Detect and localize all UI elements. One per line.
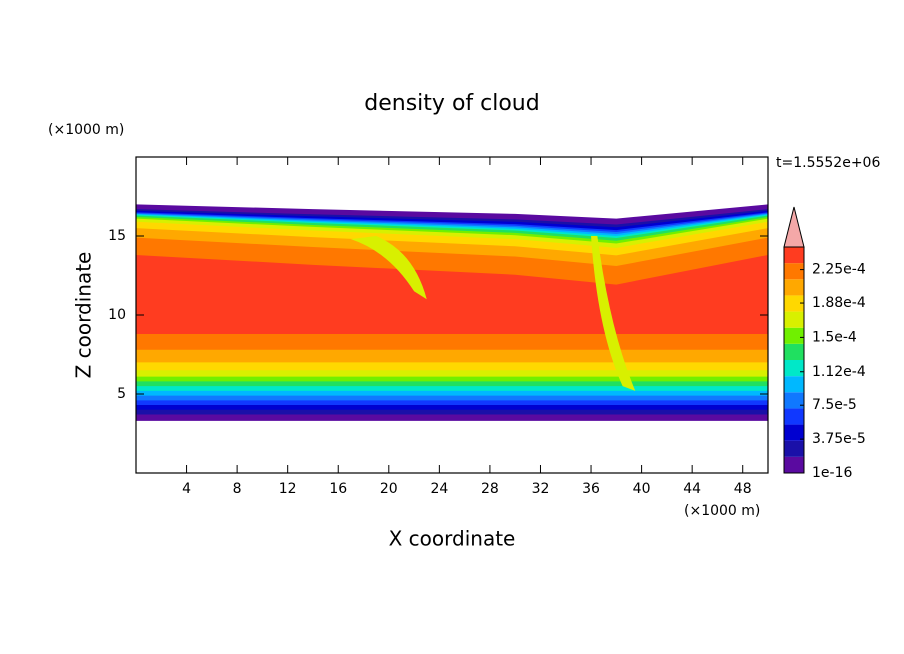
colorbar-tick-label: 1.12e-4 xyxy=(812,364,866,380)
time-label: t=1.5552e+06 xyxy=(776,155,880,171)
x-tick-label: 40 xyxy=(633,481,651,497)
x-unit: (×1000 m) xyxy=(684,503,760,519)
colorbar-swatch xyxy=(784,376,804,393)
plume xyxy=(350,236,427,300)
x-tick-label: 16 xyxy=(329,481,347,497)
y-tick-label: 5 xyxy=(117,386,126,402)
colorbar-tick-label: 1.5e-4 xyxy=(812,329,857,345)
y-unit: (×1000 m) xyxy=(48,122,124,138)
plume xyxy=(591,236,636,391)
colorbar-tick-label: 3.75e-5 xyxy=(812,431,866,447)
colorbar-tick-label: 2.25e-4 xyxy=(812,262,866,278)
x-tick-label: 36 xyxy=(582,481,600,497)
colorbar-swatch xyxy=(784,360,804,377)
colorbar-swatch xyxy=(784,392,804,409)
colorbar-extend xyxy=(783,206,805,248)
x-axis-label: X coordinate xyxy=(389,527,516,551)
colorbar-swatch xyxy=(784,295,804,312)
x-tick-label: 48 xyxy=(734,481,752,497)
colorbar-tick-label: 7.5e-5 xyxy=(812,397,857,413)
contour-field xyxy=(136,204,768,421)
x-tick-label: 4 xyxy=(182,481,191,497)
x-tick-label: 20 xyxy=(380,481,398,497)
colorbar-swatch xyxy=(784,327,804,344)
colorbar-swatch xyxy=(784,279,804,296)
colorbar-swatch xyxy=(784,311,804,328)
x-tick-label: 32 xyxy=(532,481,550,497)
colorbar-swatch xyxy=(784,247,804,264)
y-axis-label: Z coordinate xyxy=(72,252,96,379)
x-tick-label: 12 xyxy=(279,481,297,497)
colorbar-swatch xyxy=(784,408,804,425)
chart-title: density of cloud xyxy=(364,91,539,116)
x-tick-label: 24 xyxy=(430,481,448,497)
x-tick-label: 8 xyxy=(233,481,242,497)
colorbar-swatch xyxy=(784,440,804,457)
colorbar-tick-label: 1e-16 xyxy=(812,465,852,481)
colorbar-swatch xyxy=(784,343,804,360)
colorbar-swatch xyxy=(784,424,804,441)
colorbar-frame xyxy=(783,246,805,474)
colorbar-tick-label: 1.88e-4 xyxy=(812,295,866,311)
y-tick-label: 10 xyxy=(108,307,126,323)
x-tick-label: 44 xyxy=(683,481,701,497)
x-tick-label: 28 xyxy=(481,481,499,497)
colorbar-swatch xyxy=(784,263,804,280)
y-tick-label: 15 xyxy=(108,228,126,244)
colorbar-swatch xyxy=(784,456,804,473)
